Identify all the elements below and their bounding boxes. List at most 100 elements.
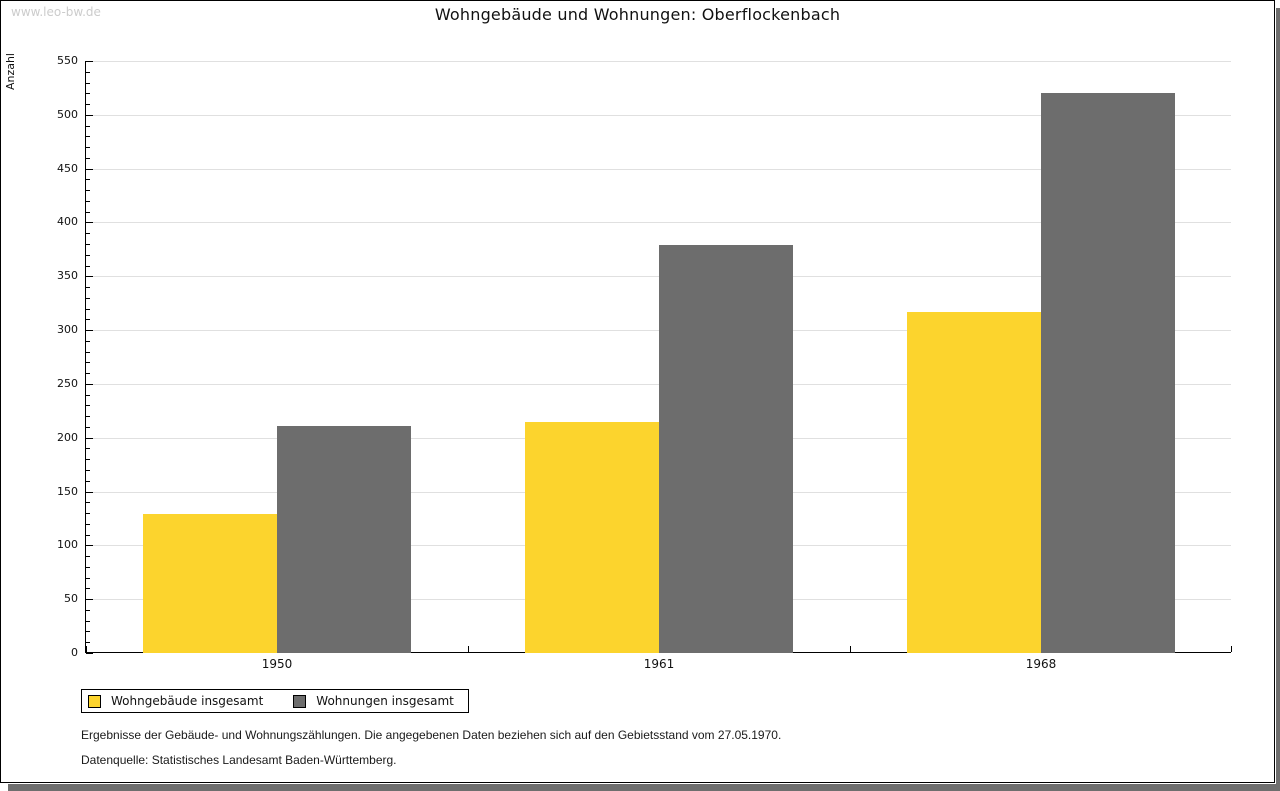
y-axis-minor-tick bbox=[86, 567, 90, 568]
y-axis-minor-tick bbox=[86, 83, 90, 84]
gridline bbox=[86, 115, 1231, 116]
y-axis-minor-tick bbox=[86, 513, 90, 514]
y-axis-major-tick bbox=[86, 599, 93, 600]
gridline bbox=[86, 330, 1231, 331]
y-axis-minor-tick bbox=[86, 416, 90, 417]
y-axis-tick-label: 0 bbox=[71, 646, 78, 659]
gridline bbox=[86, 61, 1231, 62]
x-axis-tick bbox=[86, 646, 87, 652]
y-axis-minor-tick bbox=[86, 244, 90, 245]
footnote-source-note: Ergebnisse der Gebäude- und Wohnungszähl… bbox=[81, 728, 782, 742]
y-axis-tick-label: 350 bbox=[57, 269, 78, 282]
gridline bbox=[86, 276, 1231, 277]
legend-label: Wohngebäude insgesamt bbox=[111, 694, 264, 708]
y-axis-major-tick bbox=[86, 438, 93, 439]
y-axis-minor-tick bbox=[86, 158, 90, 159]
y-axis-tick-label: 100 bbox=[57, 538, 78, 551]
y-axis-minor-tick bbox=[86, 502, 90, 503]
y-axis-minor-tick bbox=[86, 588, 90, 589]
bar-1961-wohnungen bbox=[659, 245, 793, 653]
y-axis-major-tick bbox=[86, 276, 93, 277]
x-axis-tick bbox=[850, 646, 851, 652]
y-axis-major-tick bbox=[86, 545, 93, 546]
y-axis-tick-label: 300 bbox=[57, 323, 78, 336]
y-axis-minor-tick bbox=[86, 578, 90, 579]
legend-label: Wohnungen insgesamt bbox=[316, 694, 454, 708]
y-axis-minor-tick bbox=[86, 405, 90, 406]
gridline bbox=[86, 384, 1231, 385]
y-axis-minor-tick bbox=[86, 287, 90, 288]
y-axis-minor-tick bbox=[86, 352, 90, 353]
legend-swatch-yellow-icon bbox=[88, 694, 101, 708]
y-axis-major-tick bbox=[86, 330, 93, 331]
y-axis-tick-label: 200 bbox=[57, 431, 78, 444]
y-axis-major-tick bbox=[86, 384, 93, 385]
y-axis-minor-tick bbox=[86, 556, 90, 557]
bar-1961-wohngebaeude bbox=[525, 422, 659, 653]
y-axis-tick-label: 500 bbox=[57, 108, 78, 121]
y-axis-minor-tick bbox=[86, 448, 90, 449]
y-axis-minor-tick bbox=[86, 126, 90, 127]
y-axis-tick-label: 250 bbox=[57, 377, 78, 390]
y-axis-minor-tick bbox=[86, 481, 90, 482]
y-axis-title: Anzahl bbox=[4, 53, 17, 91]
y-axis-minor-tick bbox=[86, 470, 90, 471]
y-axis-minor-tick bbox=[86, 104, 90, 105]
y-axis-minor-tick bbox=[86, 179, 90, 180]
bar-1950-wohnungen bbox=[277, 426, 411, 653]
legend: Wohngebäude insgesamt Wohnungen insgesam… bbox=[81, 689, 469, 713]
y-axis-tick-label: 50 bbox=[64, 592, 78, 605]
chart-title: Wohngebäude und Wohnungen: Oberflockenba… bbox=[434, 5, 841, 24]
y-axis-minor-tick bbox=[86, 298, 90, 299]
window-shadow-right bbox=[1276, 8, 1280, 791]
y-axis-major-tick bbox=[86, 222, 93, 223]
y-axis-minor-tick bbox=[86, 309, 90, 310]
bar-1968-wohnungen bbox=[1041, 93, 1175, 653]
y-axis-minor-tick bbox=[86, 427, 90, 428]
y-axis-minor-tick bbox=[86, 362, 90, 363]
x-axis-tick bbox=[1231, 646, 1232, 652]
y-axis-tick-label: 400 bbox=[57, 215, 78, 228]
y-axis-minor-tick bbox=[86, 524, 90, 525]
y-axis-minor-tick bbox=[86, 93, 90, 94]
x-axis-category-label: 1961 bbox=[643, 657, 675, 671]
y-axis-minor-tick bbox=[86, 201, 90, 202]
legend-item-wohngebaeude: Wohngebäude insgesamt bbox=[88, 694, 263, 708]
y-axis-tick-label: 450 bbox=[57, 162, 78, 175]
y-axis-minor-tick bbox=[86, 621, 90, 622]
y-axis-minor-tick bbox=[86, 255, 90, 256]
y-axis-minor-tick bbox=[86, 631, 90, 632]
bar-1950-wohngebaeude bbox=[143, 514, 277, 653]
y-axis-minor-tick bbox=[86, 147, 90, 148]
y-axis-major-tick bbox=[86, 653, 93, 654]
y-axis-major-tick bbox=[86, 169, 93, 170]
x-axis-category-label: 1968 bbox=[1025, 657, 1057, 671]
footnote-data-source: Datenquelle: Statistisches Landesamt Bad… bbox=[81, 753, 397, 767]
y-axis-minor-tick bbox=[86, 233, 90, 234]
y-axis-minor-tick bbox=[86, 642, 90, 643]
y-axis-tick-label: 150 bbox=[57, 485, 78, 498]
legend-swatch-gray-icon bbox=[293, 694, 307, 708]
y-axis-major-tick bbox=[86, 115, 93, 116]
watermark: www.leo-bw.de bbox=[11, 5, 101, 19]
y-axis-minor-tick bbox=[86, 373, 90, 374]
y-axis-minor-tick bbox=[86, 535, 90, 536]
y-axis-minor-tick bbox=[86, 72, 90, 73]
y-axis-minor-tick bbox=[86, 319, 90, 320]
bar-1968-wohngebaeude bbox=[907, 312, 1041, 653]
x-axis-category-label: 1950 bbox=[261, 657, 293, 671]
y-axis-minor-tick bbox=[86, 190, 90, 191]
plot-area: 0 50 100 150 200 250 300 350 400 450 500 550 1950 196… bbox=[57, 54, 1232, 671]
window-shadow-bottom bbox=[8, 784, 1280, 791]
y-axis-tick-label: 550 bbox=[57, 54, 78, 67]
y-axis-minor-tick bbox=[86, 266, 90, 267]
y-axis-minor-tick bbox=[86, 341, 90, 342]
y-axis-major-tick bbox=[86, 492, 93, 493]
x-axis-tick bbox=[468, 646, 469, 652]
y-axis-major-tick bbox=[86, 61, 93, 62]
legend-item-wohnungen: Wohnungen insgesamt bbox=[293, 694, 454, 708]
y-axis-minor-tick bbox=[86, 610, 90, 611]
y-axis-minor-tick bbox=[86, 395, 90, 396]
